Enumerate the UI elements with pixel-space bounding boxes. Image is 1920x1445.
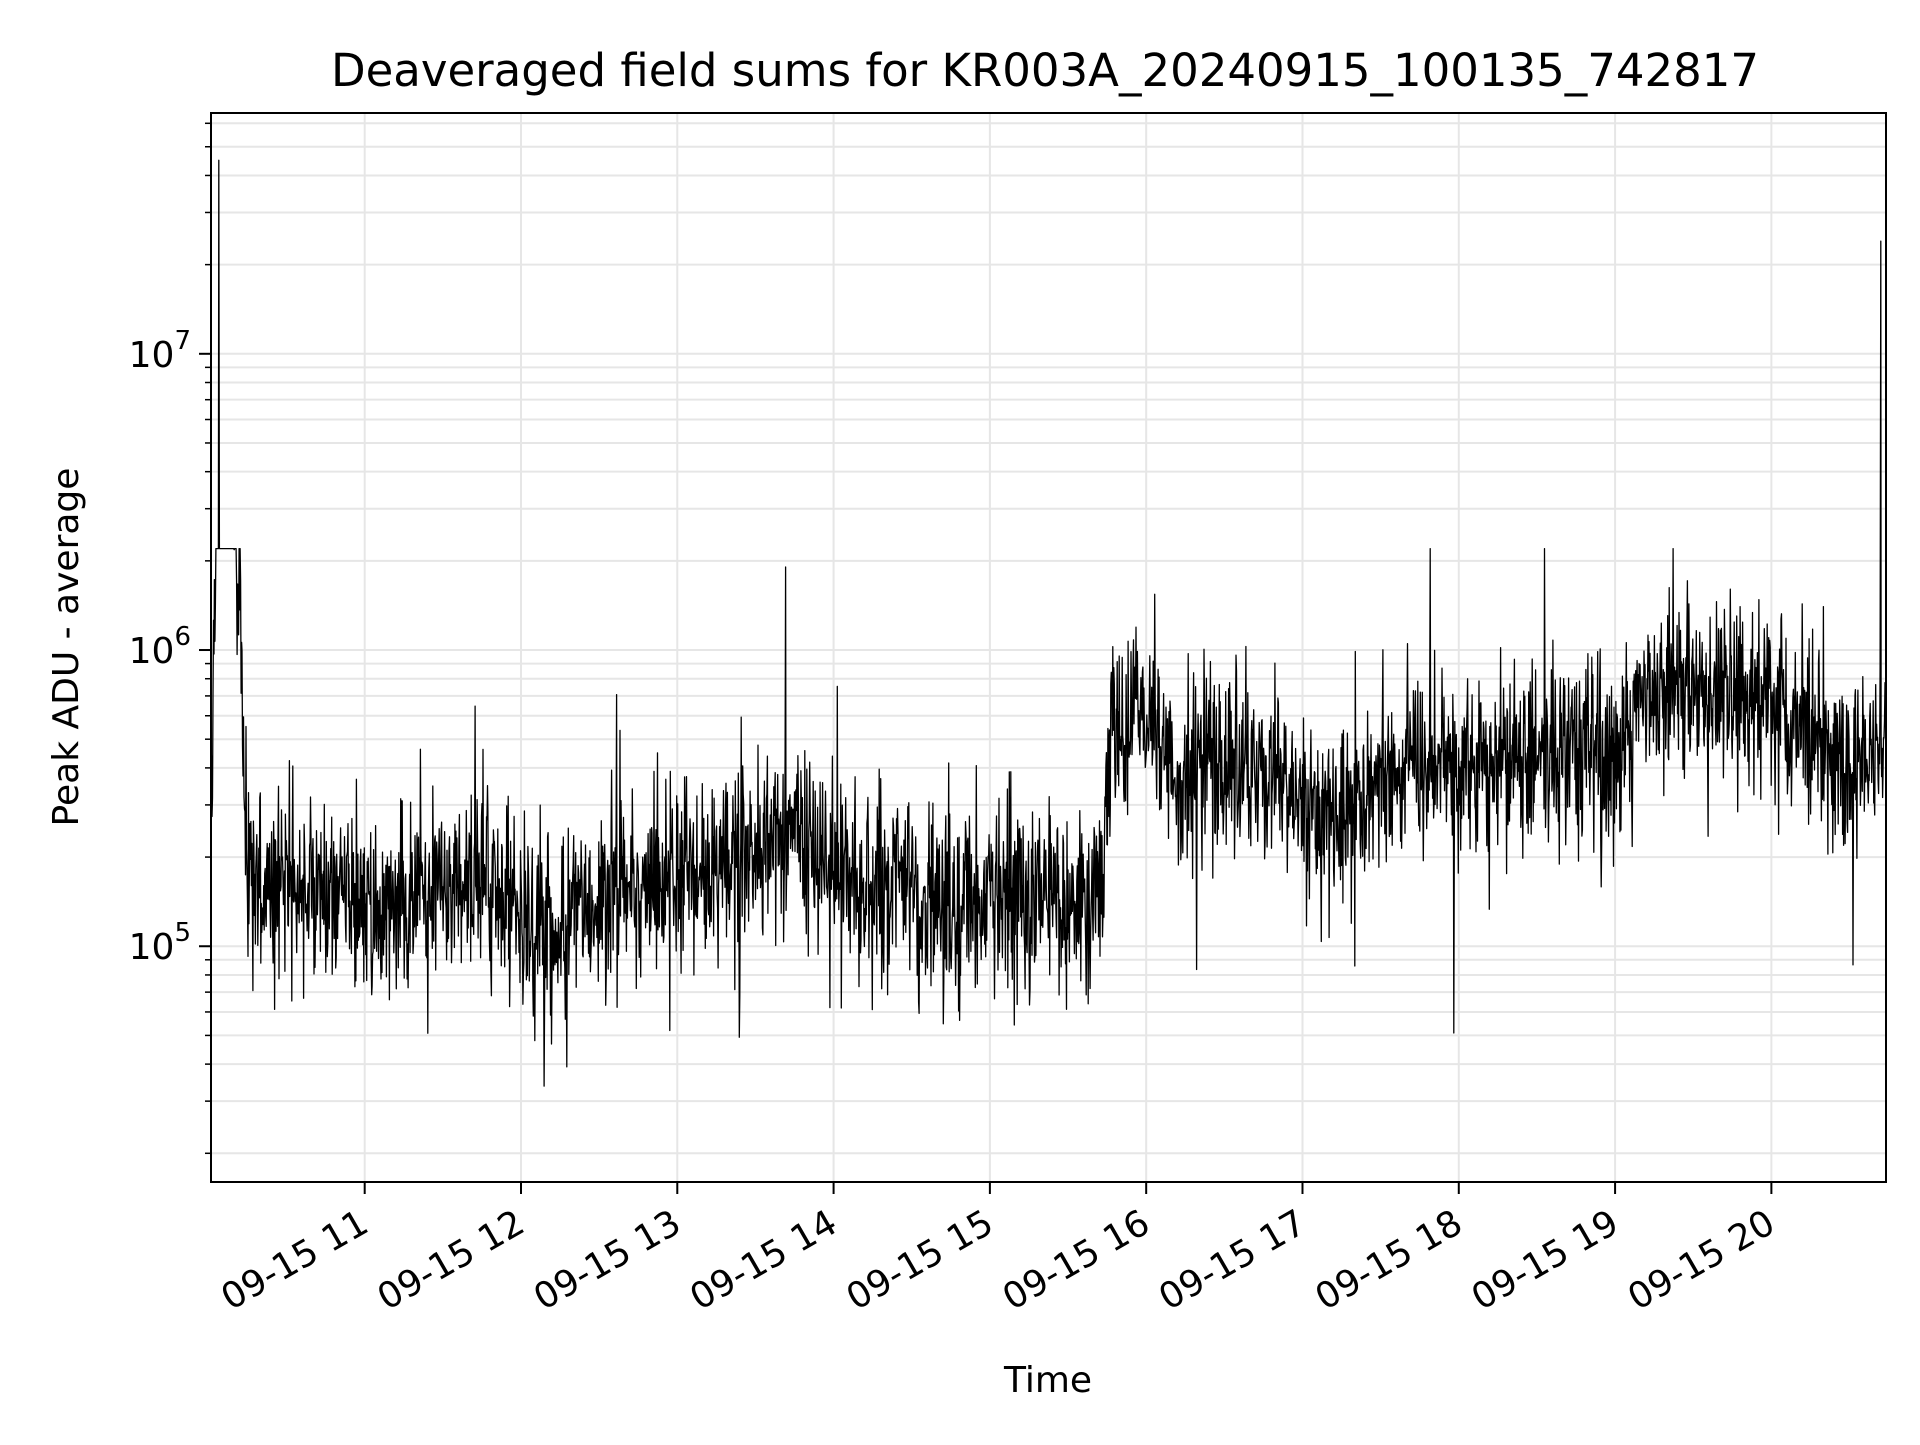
y-tick-label: 105	[129, 918, 191, 968]
y-axis: 105 106 107	[129, 122, 211, 1155]
grid-layer	[211, 113, 1886, 1182]
y-tick-label: 107	[129, 326, 191, 376]
data-series-line	[210, 159, 1887, 1087]
plot-frame	[210, 112, 1887, 1183]
y-tick-label: 106	[129, 622, 191, 672]
data-layer	[210, 159, 1887, 1087]
y-axis-label: Peak ADU - average	[46, 468, 87, 827]
x-axis-label: Time	[1003, 1360, 1092, 1401]
chart-title: Deaveraged field sums for KR003A_2024091…	[331, 44, 1759, 97]
